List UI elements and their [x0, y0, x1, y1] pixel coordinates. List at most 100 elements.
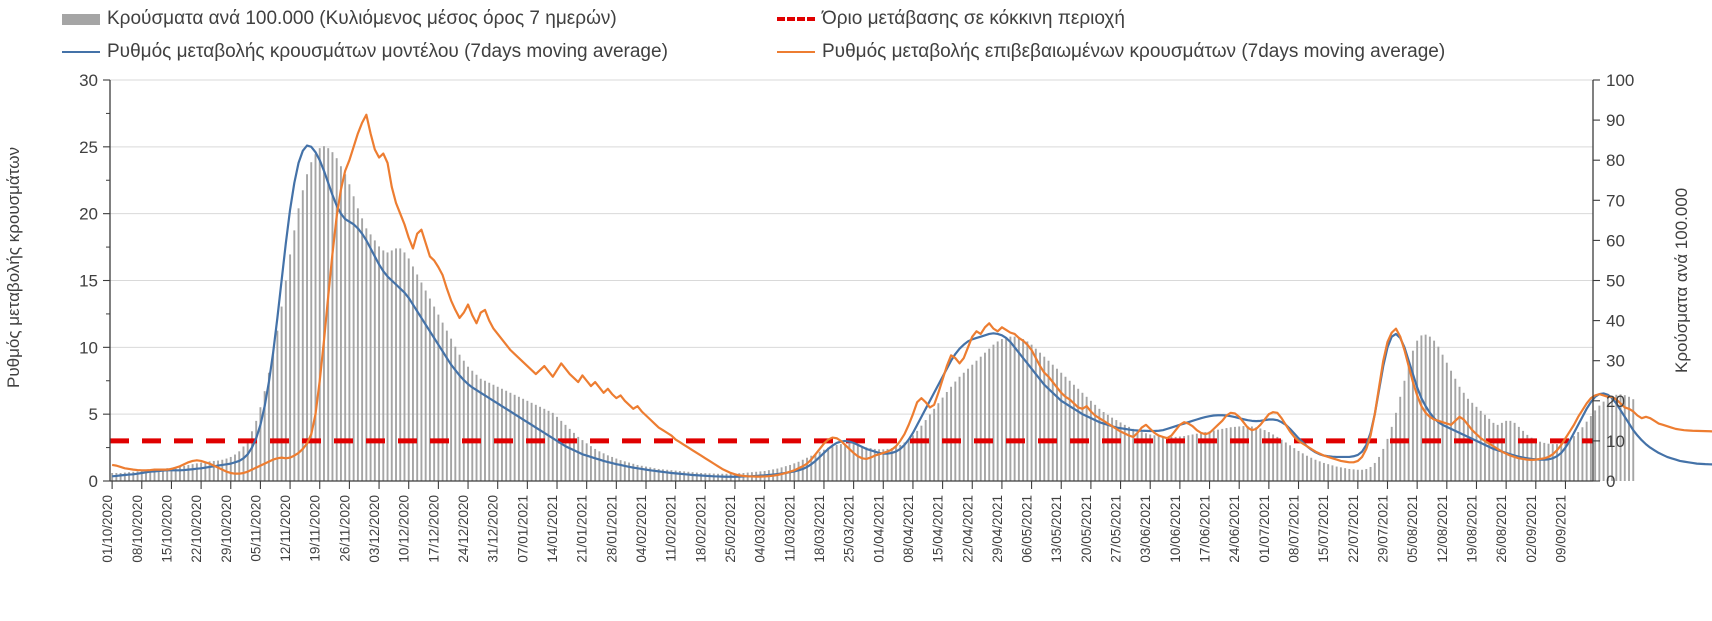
x-tick-label: 13/05/2021: [1049, 495, 1064, 563]
bar-column: [170, 467, 173, 481]
legend-label-confirmed: Ρυθμός μεταβολής επιβεβαιωμένων κρουσμάτ…: [822, 41, 1446, 62]
bar-column: [1225, 428, 1228, 481]
bar-column: [653, 468, 656, 481]
y-tick-label-right: 60: [1606, 231, 1625, 250]
series-line-confirmed: [111, 113, 1712, 478]
bar-column: [280, 306, 283, 481]
bar-column: [683, 471, 686, 481]
bar-column: [1310, 457, 1313, 481]
bar-column: [704, 473, 707, 481]
bar-column: [895, 446, 897, 481]
bar-column: [437, 314, 440, 481]
legend-item-threshold[interactable]: Όριο μετάβασης σε κόκκινη περιοχή: [777, 8, 1125, 30]
bar-column: [1267, 432, 1270, 481]
bar-column: [378, 246, 381, 481]
bar-column: [132, 471, 135, 481]
bar-column: [1306, 455, 1308, 481]
bar-column: [678, 470, 681, 481]
bar-column: [992, 344, 995, 481]
bar-column: [928, 414, 931, 481]
chart-legend: Κρούσματα ανά 100.000 (Κυλιόμενος μέσος …: [0, 0, 1712, 68]
y-tick-label-left: 25: [79, 138, 98, 157]
y-tick-label-left: 0: [89, 472, 98, 491]
bar-column: [835, 444, 838, 481]
bar-column: [852, 444, 855, 481]
bar-column: [390, 250, 393, 481]
y-tick-label-left: 5: [89, 405, 98, 424]
bar-column: [1619, 394, 1622, 481]
bar-column: [1488, 418, 1491, 481]
x-tick-label: 12/08/2021: [1435, 495, 1450, 563]
bar-column: [1183, 436, 1186, 481]
bar-column: [433, 306, 436, 481]
bar-column: [195, 463, 198, 481]
bar-column: [399, 248, 402, 481]
bar-column: [666, 469, 669, 481]
x-tick-label: 11/02/2021: [664, 495, 679, 562]
x-tick-label: 04/02/2021: [634, 495, 649, 563]
legend-item-model[interactable]: Ρυθμός μεταβολής κρουσμάτων μοντέλου (7d…: [62, 41, 668, 63]
bar-column: [903, 442, 906, 481]
bar-column: [924, 420, 927, 481]
bar-column: [1060, 372, 1063, 481]
bar-column: [356, 208, 359, 481]
bar-column: [810, 455, 813, 481]
x-tick-label: 05/11/2020: [248, 495, 263, 562]
bar-column: [208, 461, 211, 481]
y-tick-label-right: 100: [1606, 71, 1634, 90]
bar-column: [1140, 432, 1143, 481]
bar-column: [628, 462, 631, 481]
bar-column: [1039, 352, 1042, 481]
bar-column: [878, 449, 880, 481]
bar-column: [344, 174, 347, 482]
bar-column: [861, 446, 864, 481]
dashed-line-icon: [777, 17, 815, 21]
bar-column: [263, 391, 266, 481]
bar-column: [458, 354, 461, 481]
chart-canvas: 0 5 10 15 20 25 30 0 10 20 30 40 50 60 70 80 90 100 01/10/…: [79, 71, 1712, 563]
bar-column: [136, 471, 139, 481]
y-tick-label-left: 15: [79, 272, 98, 291]
x-tick-label: 21/01/2021: [575, 495, 590, 563]
bar-column: [246, 440, 249, 481]
bar-column: [589, 446, 592, 481]
x-tick-label: 01/07/2021: [1257, 495, 1272, 563]
y-tick-label-right: 30: [1606, 352, 1625, 371]
bar-column: [636, 464, 639, 481]
bar-column: [373, 240, 376, 481]
plot-area: 0 5 10 15 20 25 30 0 10 20 30 40 50 60 70 80 90 100 01/10/…: [0, 68, 1712, 621]
bar-column: [1123, 424, 1126, 481]
bar-column: [331, 152, 334, 481]
bar-column: [454, 346, 457, 481]
bar-column: [475, 374, 478, 481]
bar-column: [119, 472, 122, 481]
bar-column: [1433, 340, 1436, 481]
bar-column: [1128, 426, 1130, 481]
bar-column: [509, 392, 512, 481]
bar-column: [1344, 468, 1347, 481]
bar-column: [1153, 435, 1156, 481]
x-tick-label: 26/11/2020: [337, 495, 352, 562]
bar-column: [162, 468, 164, 481]
bar-column: [1293, 448, 1296, 481]
bar-column: [1564, 441, 1567, 481]
legend-item-confirmed[interactable]: Ρυθμός μεταβολής επιβεβαιωμένων κρουσμάτ…: [777, 41, 1445, 63]
bar-column: [1106, 414, 1109, 481]
bar-column: [306, 174, 308, 482]
x-tick-label: 18/03/2021: [812, 495, 827, 563]
bar-column: [157, 468, 160, 481]
bar-column: [1272, 434, 1275, 481]
legend-item-bars[interactable]: Κρούσματα ανά 100.000 (Κυλιόμενος μέσος …: [62, 8, 617, 30]
bar-column: [1017, 337, 1020, 481]
bar-column: [950, 386, 953, 481]
bar-column: [484, 380, 486, 481]
bar-column: [234, 454, 236, 481]
bar-column: [191, 464, 194, 481]
bar-column: [865, 447, 868, 481]
bar-column: [1170, 436, 1173, 481]
bar-column: [543, 408, 546, 481]
bar-column: [1259, 428, 1262, 481]
bar-column: [1200, 432, 1203, 481]
bar-column: [547, 410, 550, 481]
bar-column: [111, 472, 114, 481]
